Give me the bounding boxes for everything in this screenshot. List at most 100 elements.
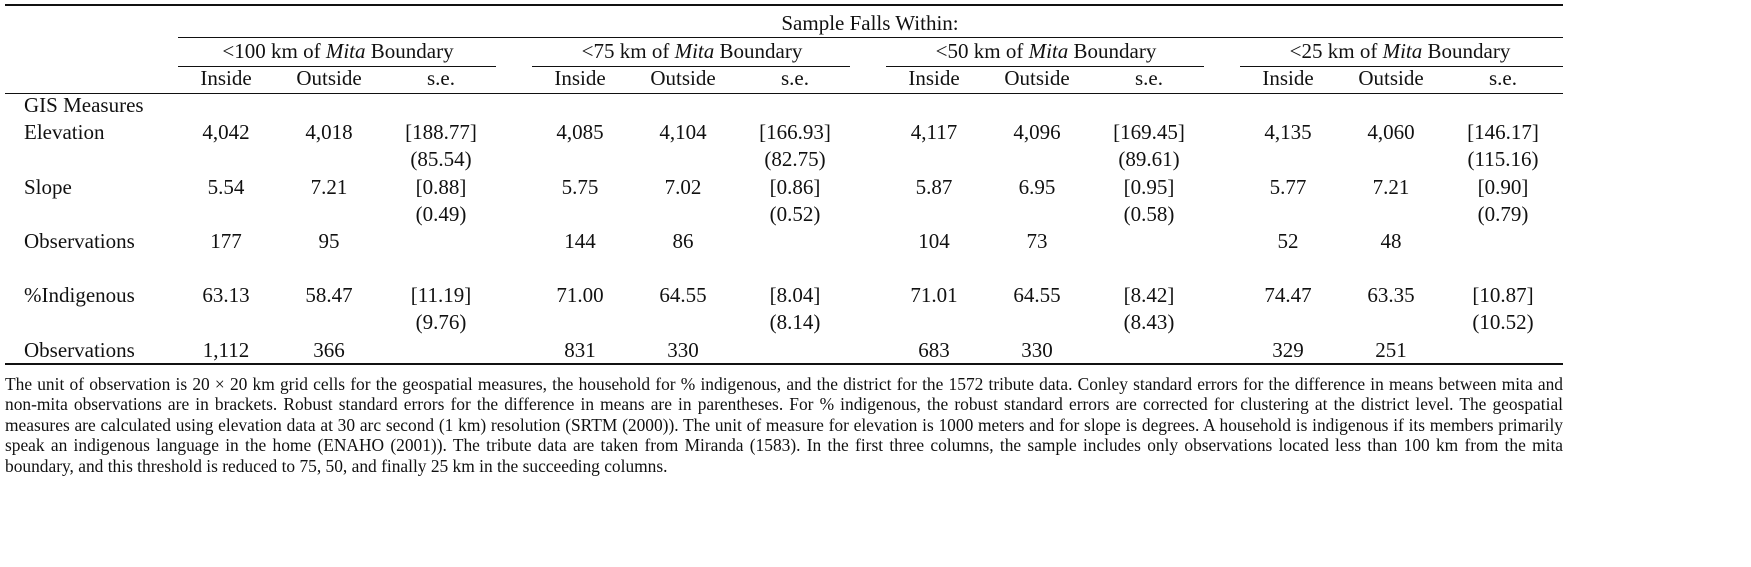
column-header: Inside xyxy=(908,66,960,90)
cell: 831 xyxy=(564,337,596,362)
cell: 5.87 xyxy=(915,174,953,199)
cell: 64.55 xyxy=(659,283,707,308)
cell: 5.54 xyxy=(207,174,245,199)
cell: [8.42] xyxy=(1123,283,1175,308)
group-prefix: <50 km of xyxy=(935,39,1024,63)
cell: (10.52) xyxy=(1472,310,1534,335)
cell: 58.47 xyxy=(305,283,353,308)
bottom-rule xyxy=(5,363,1563,365)
cell: [0.90] xyxy=(1477,174,1529,199)
group-label: <75 km of Mita Boundary xyxy=(582,39,803,63)
cell: [146.17] xyxy=(1467,120,1539,145)
cell: [169.45] xyxy=(1113,120,1185,145)
column-header: Inside xyxy=(554,66,606,90)
cell: [166.93] xyxy=(759,120,831,145)
cell: 63.35 xyxy=(1367,283,1415,308)
group-italic: Mita xyxy=(1028,39,1069,63)
group-italic: Mita xyxy=(674,39,715,63)
group-prefix: <75 km of xyxy=(581,39,670,63)
cell: 4,042 xyxy=(202,120,250,145)
column-header: s.e. xyxy=(781,66,809,90)
cell: 4,135 xyxy=(1264,120,1312,145)
cell: [10.87] xyxy=(1472,283,1534,308)
cell: (0.58) xyxy=(1123,201,1175,226)
cell: [0.88] xyxy=(415,174,467,199)
group-suffix: Boundary xyxy=(719,39,803,63)
cell: 73 xyxy=(1026,229,1048,253)
group-prefix: <25 km of xyxy=(1289,39,1378,63)
cell: 7.02 xyxy=(664,174,702,199)
cell: (85.54) xyxy=(410,147,472,172)
cell: 330 xyxy=(667,337,699,362)
cell: 251 xyxy=(1375,337,1407,362)
cell: 4,104 xyxy=(659,120,707,145)
cell: 86 xyxy=(672,229,694,253)
cell: (8.43) xyxy=(1123,310,1175,335)
cell: 52 xyxy=(1277,229,1299,253)
row-label: Observations xyxy=(24,337,135,362)
cell: 144 xyxy=(564,229,596,253)
cell: 330 xyxy=(1021,337,1053,362)
cell: 4,060 xyxy=(1367,120,1415,145)
cell: 7.21 xyxy=(310,174,348,199)
row-label: Observations xyxy=(24,229,135,253)
group-suffix: Boundary xyxy=(1073,39,1157,63)
cell: (9.76) xyxy=(415,310,467,335)
group-label: <50 km of Mita Boundary xyxy=(936,39,1157,63)
cell: 177 xyxy=(210,229,242,253)
cell: 5.77 xyxy=(1269,174,1307,199)
cell: 74.47 xyxy=(1264,283,1312,308)
cell: (0.49) xyxy=(415,201,467,226)
cell: 64.55 xyxy=(1013,283,1061,308)
cell: [188.77] xyxy=(405,120,477,145)
column-header: Inside xyxy=(1262,66,1314,90)
cell: [11.19] xyxy=(410,283,472,308)
cell: 4,117 xyxy=(910,120,958,145)
cell: 683 xyxy=(918,337,950,362)
cell: (0.79) xyxy=(1477,201,1529,226)
header-rule xyxy=(178,37,1563,38)
top-rule xyxy=(5,4,1563,6)
cell: 48 xyxy=(1380,229,1402,253)
column-header: Inside xyxy=(200,66,252,90)
mid-rule xyxy=(5,93,1563,94)
cell: [0.95] xyxy=(1123,174,1175,199)
cell: 4,096 xyxy=(1013,120,1061,145)
cell: 71.01 xyxy=(910,283,958,308)
cell: 4,085 xyxy=(556,120,604,145)
cell: [0.86] xyxy=(769,174,821,199)
column-header: Outside xyxy=(1358,66,1424,90)
cell: 366 xyxy=(313,337,345,362)
column-header: s.e. xyxy=(1489,66,1517,90)
column-header: Outside xyxy=(650,66,716,90)
cell: 6.95 xyxy=(1018,174,1056,199)
group-suffix: Boundary xyxy=(370,39,454,63)
cell: 329 xyxy=(1272,337,1304,362)
cell: 7.21 xyxy=(1372,174,1410,199)
group-prefix: <100 km of xyxy=(222,39,321,63)
cell: 5.75 xyxy=(561,174,599,199)
group-rule xyxy=(178,66,496,67)
group-rule xyxy=(886,66,1204,67)
group-italic: Mita xyxy=(1382,39,1423,63)
cell: (8.14) xyxy=(769,310,821,335)
row-label: Slope xyxy=(24,174,72,199)
cell: 71.00 xyxy=(556,283,604,308)
column-header: Outside xyxy=(1004,66,1070,90)
cell: 4,018 xyxy=(305,120,353,145)
cell: [8.04] xyxy=(769,283,821,308)
cell: 1,112 xyxy=(202,337,250,362)
cell: (89.61) xyxy=(1118,147,1180,172)
column-header: Outside xyxy=(296,66,362,90)
group-label: <100 km of Mita Boundary xyxy=(222,39,453,63)
group-rule xyxy=(532,66,850,67)
cell: (82.75) xyxy=(764,147,826,172)
group-rule xyxy=(1240,66,1563,67)
cell: (115.16) xyxy=(1467,147,1539,172)
cell: 95 xyxy=(318,229,340,253)
row-label: %Indigenous xyxy=(24,283,135,308)
cell: 63.13 xyxy=(202,283,250,308)
cell: 104 xyxy=(918,229,950,253)
column-header: s.e. xyxy=(1135,66,1163,90)
group-italic: Mita xyxy=(325,39,366,63)
